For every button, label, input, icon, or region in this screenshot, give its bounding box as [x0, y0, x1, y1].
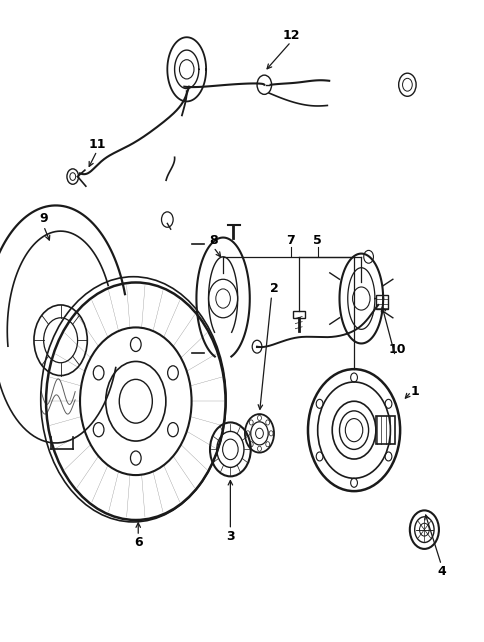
Text: 1: 1: [409, 385, 418, 398]
Bar: [375, 295, 387, 309]
Text: 3: 3: [226, 530, 234, 542]
Text: 12: 12: [282, 29, 299, 42]
Text: 10: 10: [388, 343, 406, 356]
Text: 6: 6: [134, 536, 142, 549]
Bar: [375, 416, 394, 444]
Text: 11: 11: [88, 138, 106, 151]
Text: 9: 9: [39, 212, 48, 225]
Text: 8: 8: [209, 234, 217, 247]
Text: 4: 4: [436, 565, 445, 578]
Text: 2: 2: [269, 282, 278, 295]
Text: 5: 5: [313, 234, 321, 247]
Text: 7: 7: [286, 234, 295, 247]
Bar: [292, 311, 304, 318]
